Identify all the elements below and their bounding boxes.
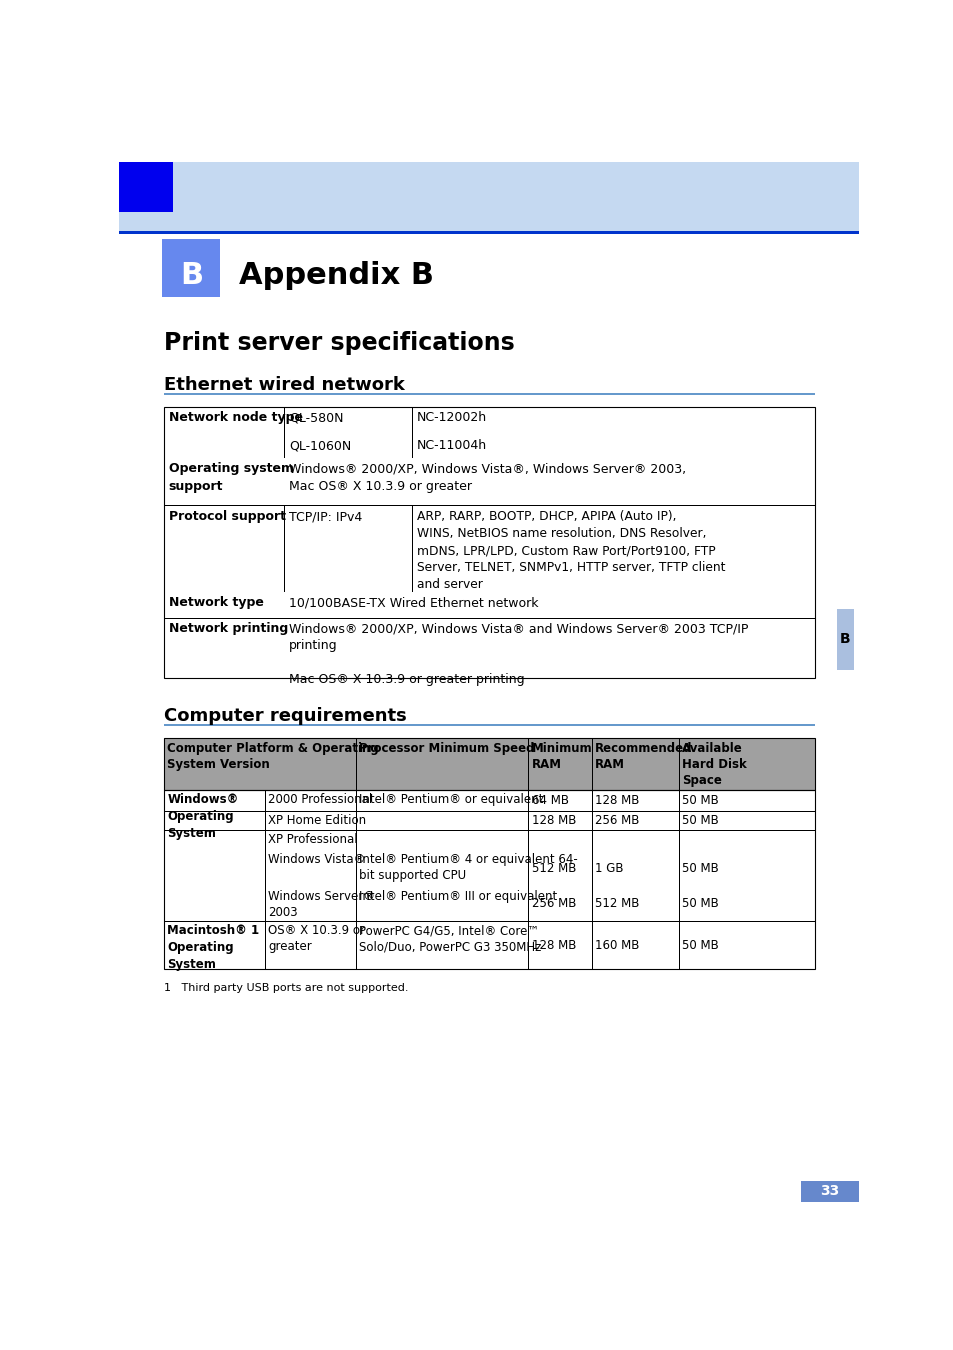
- Text: Windows® 2000/XP, Windows Vista®, Windows Server® 2003,
Mac OS® X 10.3.9 or grea: Windows® 2000/XP, Windows Vista®, Window…: [289, 462, 685, 493]
- Text: 128 MB: 128 MB: [595, 794, 639, 807]
- Text: QL-580N: QL-580N: [289, 412, 343, 424]
- Text: 256 MB: 256 MB: [595, 814, 639, 826]
- Bar: [164, 406, 815, 678]
- Bar: [164, 724, 815, 726]
- Text: 512 MB: 512 MB: [595, 896, 639, 910]
- Text: 33: 33: [820, 1184, 839, 1199]
- Text: XP Home Edition: XP Home Edition: [268, 814, 366, 828]
- Bar: [162, 239, 220, 297]
- Text: Ethernet wired network: Ethernet wired network: [164, 377, 405, 394]
- Text: 50 MB: 50 MB: [681, 861, 718, 875]
- Text: OS® X 10.3.9 or
greater: OS® X 10.3.9 or greater: [268, 925, 365, 953]
- Bar: [164, 393, 815, 394]
- Text: Minimum
RAM: Minimum RAM: [531, 741, 592, 771]
- Text: 1 GB: 1 GB: [595, 861, 623, 875]
- Bar: [801, 1181, 858, 1202]
- Text: Available
Hard Disk
Space: Available Hard Disk Space: [681, 741, 746, 787]
- Text: ARP, RARP, BOOTP, DHCP, APIPA (Auto IP),
WINS, NetBIOS name resolution, DNS Reso: ARP, RARP, BOOTP, DHCP, APIPA (Auto IP),…: [416, 510, 724, 591]
- Text: 512 MB: 512 MB: [531, 861, 576, 875]
- Text: 128 MB: 128 MB: [531, 814, 576, 826]
- Text: Intel® Pentium® III or equivalent: Intel® Pentium® III or equivalent: [359, 890, 558, 903]
- Text: Windows Server®
2003: Windows Server® 2003: [268, 890, 375, 918]
- Text: Windows®
Operating
System: Windows® Operating System: [167, 794, 238, 841]
- Text: B: B: [840, 632, 850, 647]
- Text: XP Professional: XP Professional: [268, 833, 357, 846]
- Text: Computer requirements: Computer requirements: [164, 707, 407, 725]
- Text: Processor Minimum Speed: Processor Minimum Speed: [359, 741, 535, 755]
- Text: Recommended
RAM: Recommended RAM: [595, 741, 692, 771]
- Text: 128 MB: 128 MB: [531, 938, 576, 952]
- Bar: [164, 738, 815, 790]
- Bar: [164, 738, 815, 790]
- Text: Windows® 2000/XP, Windows Vista® and Windows Server® 2003 TCP/IP
printing

Mac O: Windows® 2000/XP, Windows Vista® and Win…: [289, 622, 747, 686]
- Text: B: B: [179, 261, 203, 290]
- Text: TCP/IP: IPv4: TCP/IP: IPv4: [289, 510, 362, 522]
- Text: Operating system
support: Operating system support: [169, 462, 294, 493]
- Text: 10/100BASE-TX Wired Ethernet network: 10/100BASE-TX Wired Ethernet network: [289, 597, 537, 609]
- Text: Computer Platform & Operating
System Version: Computer Platform & Operating System Ver…: [167, 741, 378, 771]
- Text: QL-1060N: QL-1060N: [289, 439, 351, 452]
- Text: Appendix B: Appendix B: [239, 262, 434, 290]
- Text: 50 MB: 50 MB: [681, 896, 718, 910]
- Text: Intel® Pentium® 4 or equivalent 64-
bit supported CPU: Intel® Pentium® 4 or equivalent 64- bit …: [359, 853, 578, 882]
- Text: Network printing: Network printing: [169, 622, 288, 636]
- Text: 50 MB: 50 MB: [681, 814, 718, 826]
- Text: NC-12002h: NC-12002h: [416, 412, 486, 424]
- Text: 64 MB: 64 MB: [531, 794, 568, 807]
- Text: 1   Third party USB ports are not supported.: 1 Third party USB ports are not supporte…: [164, 983, 408, 992]
- Bar: [164, 790, 815, 969]
- Text: Macintosh® 1
Operating
System: Macintosh® 1 Operating System: [167, 925, 259, 971]
- Bar: [119, 162, 173, 212]
- Text: 50 MB: 50 MB: [681, 794, 718, 807]
- Text: Protocol support: Protocol support: [169, 510, 286, 522]
- Text: 50 MB: 50 MB: [681, 938, 718, 952]
- Text: 160 MB: 160 MB: [595, 938, 639, 952]
- Text: 2000 Professional: 2000 Professional: [268, 794, 372, 806]
- Text: Windows Vista®: Windows Vista®: [268, 853, 365, 865]
- Text: Network type: Network type: [169, 597, 263, 609]
- Text: 256 MB: 256 MB: [531, 896, 576, 910]
- Bar: [119, 231, 858, 234]
- Text: Intel® Pentium® or equivalent: Intel® Pentium® or equivalent: [359, 794, 543, 806]
- Text: Network node type: Network node type: [169, 412, 302, 424]
- Bar: [836, 609, 853, 670]
- Text: Print server specifications: Print server specifications: [164, 331, 515, 355]
- Text: PowerPC G4/G5, Intel® Core™
Solo/Duo, PowerPC G3 350MHz: PowerPC G4/G5, Intel® Core™ Solo/Duo, Po…: [359, 925, 541, 953]
- Bar: [119, 162, 858, 231]
- Text: NC-11004h: NC-11004h: [416, 439, 486, 452]
